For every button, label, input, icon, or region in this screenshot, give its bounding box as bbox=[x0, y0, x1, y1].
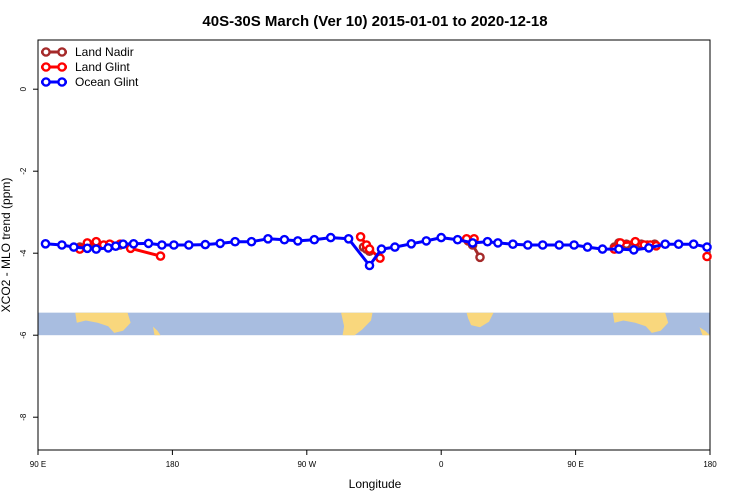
data-point bbox=[630, 236, 641, 247]
legend-item: Land Glint bbox=[41, 60, 130, 74]
legend-label: Land Nadir bbox=[75, 45, 134, 59]
data-point bbox=[69, 242, 79, 252]
data-point bbox=[452, 234, 463, 245]
y-tick-label: -6 bbox=[19, 331, 28, 339]
data-point bbox=[57, 240, 67, 250]
legend-label: Land Glint bbox=[75, 60, 130, 74]
data-point bbox=[493, 238, 503, 248]
legend-marker bbox=[57, 47, 67, 57]
y-tick-label: 0 bbox=[19, 86, 28, 91]
land-shape bbox=[466, 312, 494, 328]
data-point bbox=[421, 236, 432, 246]
data-point bbox=[82, 243, 93, 254]
y-axis-label: XCO2 - MLO trend (ppm) bbox=[0, 178, 13, 313]
data-point bbox=[169, 240, 179, 250]
data-point bbox=[475, 252, 485, 263]
data-point bbox=[263, 233, 273, 244]
data-point bbox=[343, 233, 354, 244]
data-point bbox=[155, 251, 166, 261]
chart-title: 40S-30S March (Ver 10) 2015-01-01 to 202… bbox=[202, 13, 547, 30]
x-tick-label: 90 W bbox=[297, 460, 316, 469]
data-point bbox=[364, 244, 375, 254]
data-point bbox=[40, 238, 51, 249]
data-point bbox=[309, 234, 320, 245]
data-point bbox=[110, 241, 121, 251]
data-point bbox=[230, 236, 240, 247]
data-point bbox=[523, 240, 533, 250]
data-point bbox=[597, 244, 608, 254]
x-axis-label: Longitude bbox=[349, 477, 402, 491]
data-point bbox=[569, 240, 579, 250]
y-tick-label: -4 bbox=[19, 249, 28, 257]
legend-marker bbox=[57, 77, 67, 87]
y-axis: 0 -2 -4 -6 -8 bbox=[19, 86, 38, 421]
x-tick-label: 0 bbox=[439, 460, 444, 469]
data-point bbox=[91, 244, 101, 254]
land-shape bbox=[75, 312, 131, 333]
data-point bbox=[660, 239, 671, 249]
data-point bbox=[157, 240, 167, 250]
legend-item: Land Nadir bbox=[41, 45, 134, 59]
data-point bbox=[103, 243, 113, 253]
data-point bbox=[246, 236, 257, 247]
data-point bbox=[436, 232, 447, 243]
data-point bbox=[279, 234, 290, 245]
legend-marker bbox=[41, 77, 51, 87]
map-strip bbox=[38, 312, 710, 336]
x-tick-label: 180 bbox=[166, 460, 180, 469]
data-point bbox=[702, 242, 712, 252]
x-tick-label: 90 E bbox=[30, 460, 46, 469]
series-ocean-glint bbox=[40, 232, 712, 271]
data-point bbox=[702, 251, 712, 262]
data-point bbox=[376, 244, 387, 254]
land-shape bbox=[341, 312, 373, 336]
x-tick-label: 90 E bbox=[567, 460, 583, 469]
land-shape bbox=[612, 312, 669, 333]
data-point bbox=[355, 231, 366, 242]
data-point bbox=[614, 244, 624, 254]
data-point bbox=[406, 238, 417, 249]
data-point bbox=[183, 240, 194, 250]
data-point bbox=[688, 239, 699, 249]
legend-marker bbox=[41, 62, 51, 72]
y-tick-label: -2 bbox=[19, 167, 28, 175]
data-point bbox=[629, 245, 639, 255]
data-point bbox=[292, 236, 303, 246]
data-point bbox=[582, 242, 593, 252]
data-point bbox=[508, 239, 518, 249]
legend-marker bbox=[57, 62, 67, 72]
legend-marker bbox=[41, 47, 51, 57]
data-point bbox=[118, 239, 128, 249]
data-point bbox=[128, 238, 139, 249]
data-point bbox=[554, 240, 565, 250]
x-axis: 90 E 180 90 W 0 90 E 180 bbox=[30, 450, 717, 469]
data-point bbox=[200, 239, 211, 250]
data-point bbox=[143, 238, 154, 249]
data-point bbox=[215, 238, 225, 249]
land-shape bbox=[153, 326, 161, 336]
data-point bbox=[91, 236, 101, 247]
legend-item: Ocean Glint bbox=[41, 75, 139, 89]
data-point bbox=[644, 243, 654, 253]
series-layer bbox=[40, 231, 712, 271]
y-tick-label: -8 bbox=[19, 413, 28, 421]
data-point bbox=[482, 236, 493, 247]
ocean-band bbox=[38, 312, 710, 336]
data-point bbox=[537, 240, 548, 250]
data-point bbox=[390, 242, 400, 252]
land-shape bbox=[699, 327, 710, 336]
data-point bbox=[467, 238, 478, 248]
x-tick-label: 180 bbox=[703, 460, 717, 469]
data-point bbox=[364, 260, 375, 271]
data-point bbox=[673, 239, 684, 249]
data-point bbox=[325, 232, 336, 243]
legend-label: Ocean Glint bbox=[75, 75, 139, 89]
